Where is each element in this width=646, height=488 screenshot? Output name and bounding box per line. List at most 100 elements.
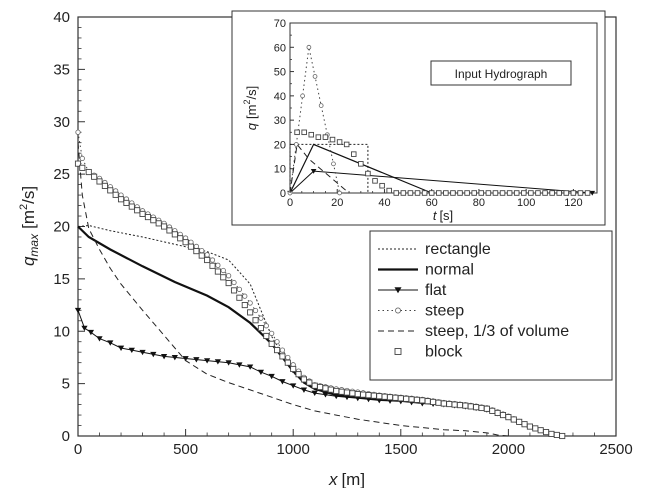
- inset-marker-block: [315, 134, 322, 140]
- inset-marker-block: [450, 190, 456, 196]
- main-marker-block: [268, 340, 275, 347]
- main-marker-steep: [220, 267, 226, 274]
- legend-item-normal: normal: [378, 262, 474, 279]
- main-marker-flat: [117, 345, 125, 351]
- legend-item-flat: flat: [378, 282, 447, 299]
- inset-marker-block: [301, 129, 307, 136]
- inset-marker-block: [549, 190, 555, 196]
- main-marker-flat: [225, 360, 232, 366]
- main-x-axis-label: x [m]: [328, 470, 365, 488]
- main-marker-block: [483, 405, 490, 412]
- main-marker-block: [462, 402, 469, 409]
- main-marker-flat: [139, 349, 146, 356]
- main-marker-flat: [268, 373, 275, 380]
- inset-marker-block: [407, 190, 414, 196]
- main-x-tick-label-0: 0: [74, 441, 82, 458]
- main-marker-steep: [252, 307, 259, 314]
- inset-marker-block: [351, 151, 357, 157]
- main-y-axis-var: q: [19, 256, 38, 266]
- main-marker-block: [365, 392, 372, 399]
- inset-y-tick-label-0: 0: [280, 188, 286, 200]
- inset-marker-block: [471, 190, 477, 196]
- inset-x-axis-unit: [s]: [439, 208, 453, 223]
- inset-marker-steep: [312, 74, 318, 79]
- main-marker-block: [317, 383, 324, 391]
- main-x-tick-label-1: 500: [173, 441, 198, 458]
- main-marker-flat: [107, 340, 114, 346]
- inset-x-tick-label-2: 40: [378, 197, 390, 209]
- legend-label-block: block: [425, 344, 463, 361]
- inset-marker-block: [421, 190, 428, 196]
- main-marker-block: [537, 427, 544, 434]
- legend: rectangle normal flat steep steep, 1/3 of vo…: [369, 230, 613, 381]
- main-marker-block: [295, 371, 302, 378]
- main-marker-block: [230, 287, 238, 294]
- main-y-axis-sup: 2: [18, 204, 30, 210]
- main-marker-block: [456, 402, 464, 409]
- main-marker-flat: [214, 359, 222, 365]
- inset-marker-block: [428, 190, 435, 196]
- main-marker-block: [241, 302, 248, 309]
- inset-x-tick-label-1: 20: [331, 197, 343, 209]
- legend-label-steep-1-3-of-volume: steep, 1/3 of volume: [425, 323, 569, 340]
- main-marker-block: [220, 274, 227, 281]
- main-marker-block: [209, 262, 216, 269]
- main-marker-block: [327, 386, 334, 393]
- inset-y-tick-label-3: 30: [274, 115, 286, 127]
- legend-label-rectangle: rectangle: [425, 241, 491, 258]
- main-marker-block: [392, 394, 399, 401]
- main-marker-steep: [199, 247, 205, 254]
- main-marker-block: [338, 388, 345, 395]
- inset-y-tick-label-6: 60: [274, 42, 286, 54]
- main-marker-block: [473, 404, 480, 411]
- main-x-tick-label-5: 2500: [599, 441, 632, 458]
- main-marker-flat: [290, 383, 297, 389]
- inset-marker-steep: [337, 190, 342, 196]
- main-marker-block: [510, 416, 517, 423]
- main-marker-block: [360, 391, 367, 398]
- main-marker-steep: [279, 347, 286, 353]
- main-marker-block: [279, 353, 286, 360]
- main-marker-steep: [242, 293, 248, 299]
- main-marker-block: [526, 423, 533, 430]
- inset-x-tick-label-3: 60: [426, 197, 438, 209]
- main-marker-block: [451, 401, 458, 408]
- inset-marker-block: [513, 190, 520, 196]
- inset-marker-block: [521, 190, 527, 196]
- main-marker-block: [274, 347, 281, 354]
- main-marker-block: [516, 418, 523, 425]
- main-marker-block: [559, 432, 566, 440]
- main-y-tick-label-2: 10: [53, 323, 70, 340]
- main-marker-block: [424, 398, 431, 405]
- main-marker-block: [134, 207, 141, 214]
- main-marker-flat: [333, 393, 340, 400]
- main-series-block: [74, 160, 566, 440]
- main-marker-steep: [236, 286, 243, 292]
- inset-marker-block: [343, 141, 350, 148]
- main-marker-block: [182, 239, 189, 246]
- main-marker-flat: [96, 336, 103, 342]
- main-marker-block: [370, 392, 377, 399]
- main-marker-flat: [300, 387, 308, 393]
- legend-item-steep-1-3-of-volume: steep, 1/3 of volume: [378, 323, 569, 340]
- main-marker-block: [257, 325, 264, 332]
- main-marker-flat: [171, 355, 178, 361]
- legend-items: rectangle normal flat steep steep, 1/3 of vo…: [378, 241, 569, 361]
- main-y-tick-label-7: 35: [53, 61, 70, 78]
- main-marker-block: [128, 203, 135, 210]
- inset-line-steep-1-3-of-volume: [289, 143, 350, 194]
- inset-marker-block: [485, 190, 492, 196]
- main-marker-block: [386, 394, 394, 401]
- main-marker-block: [521, 421, 528, 428]
- main-marker-block: [430, 398, 437, 406]
- inset-y-axis-sup: 2: [242, 100, 252, 105]
- inset-x-axis-label: t [s]: [433, 208, 453, 223]
- main-marker-block: [435, 399, 442, 406]
- main-y-tick-label-1: 5: [62, 376, 70, 393]
- main-marker-block: [107, 187, 114, 194]
- main-y-axis-unit-end: /s]: [19, 186, 38, 204]
- inset-marker-flat: [310, 169, 317, 174]
- inset-marker-block: [393, 190, 400, 196]
- inset-marker-block: [464, 190, 470, 196]
